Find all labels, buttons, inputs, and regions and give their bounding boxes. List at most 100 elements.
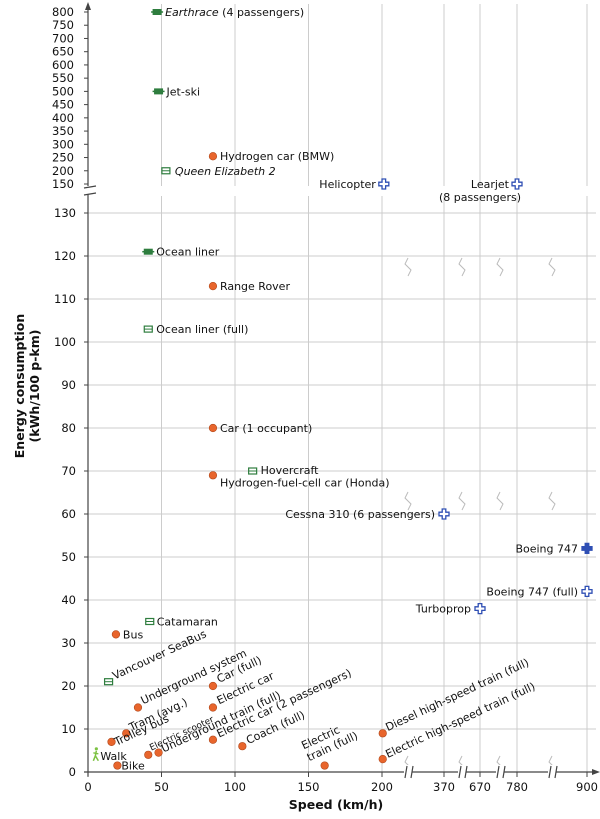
point-marker [154, 748, 163, 757]
point-label-main: Cessna 310 (6 passengers) [285, 508, 435, 521]
point-marker [208, 471, 218, 480]
point-label-main: Walk [100, 750, 127, 763]
point-label: Range Rover [220, 280, 291, 293]
y-tick-label: 60 [61, 507, 76, 521]
x-axis-break-gap [496, 765, 504, 777]
axis-break-mark [496, 491, 504, 511]
x-axis-break-mark [404, 765, 414, 779]
y-tick-label: 450 [52, 98, 74, 112]
point-marker [238, 742, 247, 751]
axis-break-mark [548, 257, 556, 277]
x-axis-break-gap [548, 765, 556, 777]
x-axis-break-gap [404, 765, 412, 777]
point-marker [581, 585, 593, 598]
grid-layer [88, 4, 596, 775]
y-axis-break-mark [83, 185, 97, 196]
point-label-main: Range Rover [220, 280, 291, 293]
point-label-main: Turboprop [415, 603, 471, 616]
x-axis-break-mark [548, 765, 558, 779]
point-label: Boeing 747 [515, 542, 578, 555]
point-marker [144, 750, 153, 759]
x-tick-label: 50 [154, 780, 169, 794]
point-marker [511, 178, 523, 190]
point-marker [111, 630, 121, 639]
y-tick-label: 100 [54, 335, 76, 349]
point-label-main: Ocean liner (full) [156, 323, 248, 336]
y-tick-label: 90 [61, 378, 76, 392]
point-marker [208, 735, 218, 744]
y-axis-title-line1: Energy consumption [12, 314, 27, 458]
point-marker [378, 178, 390, 190]
point-label: Turboprop [415, 603, 471, 616]
point-marker [208, 282, 218, 291]
point-label: Bike [121, 760, 145, 773]
y-tick-label: 130 [54, 206, 76, 220]
y-tick-label: 0 [69, 765, 76, 779]
data-points [92, 9, 593, 770]
point-label-line2: (8 passengers) [439, 191, 521, 204]
y-axis-title-line2: (kWh/100 p-km) [27, 330, 42, 443]
axis-break-mark [404, 491, 412, 511]
point-label-main: Helicopter [319, 178, 376, 191]
y-tick-label: 50 [61, 550, 76, 564]
point-label: Jet-ski [166, 85, 200, 98]
y-tick-label: 10 [61, 722, 76, 736]
point-marker [208, 703, 218, 712]
y-tick-label: 40 [61, 593, 76, 607]
y-tick-label: 110 [54, 292, 76, 306]
point-label: Hydrogen-fuel-cell car (Honda) [220, 476, 390, 489]
point-label: Hovercraft [261, 464, 320, 477]
x-tick-label: 200 [371, 780, 393, 794]
point-marker [133, 703, 143, 712]
x-axis-break-gap [458, 765, 466, 777]
y-tick-label: 800 [52, 5, 74, 19]
point-marker [208, 681, 218, 691]
point-label-main: Bus [123, 628, 144, 641]
point-label-main: Ocean liner [156, 246, 220, 259]
point-labels: Earthrace (4 passengers) Jet-ski Hydrogen … [100, 6, 578, 773]
point-marker [378, 754, 387, 764]
y-axis-title: Energy consumption (kWh/100 p-km) [12, 314, 42, 458]
x-tick-label: 900 [576, 780, 598, 794]
point-marker-walk [92, 750, 99, 762]
x-axis-break-mark [496, 765, 506, 779]
y-tick-label: 550 [52, 71, 74, 85]
point-marker [208, 423, 218, 433]
y-axis-arrow [85, 2, 91, 10]
point-label: Ocean liner [156, 246, 220, 259]
point-marker [113, 761, 122, 770]
point-label-main: Car (1 occupant) [220, 422, 312, 435]
point-label: Queen Elizabeth 2 [175, 165, 276, 178]
y-tick-label: 80 [61, 421, 76, 435]
point-label-main: Boeing 747 [515, 542, 578, 555]
point-marker [107, 737, 116, 747]
x-tick-label: 370 [433, 780, 455, 794]
axis-break-mark [458, 491, 466, 511]
x-axis-break-mark [458, 765, 468, 779]
axis-break-mark [548, 491, 556, 511]
point-label: Learjet (8 passengers) [439, 178, 521, 204]
point-label-main: Catamaran [157, 616, 218, 629]
point-label: Hydrogen car (BMW) [220, 150, 334, 163]
y-tick-label: 600 [52, 58, 74, 72]
point-label: Cessna 310 (6 passengers) [285, 508, 435, 521]
x-axis-arrow [592, 769, 600, 775]
point-label-main: Hydrogen car (BMW) [220, 150, 334, 163]
y-axis-break-gap [80, 186, 600, 194]
point-label: Catamaran [157, 616, 218, 629]
axis-break-mark [458, 257, 466, 277]
point-marker [208, 152, 218, 161]
x-tick-label: 150 [298, 780, 320, 794]
y-tick-label: 500 [52, 84, 74, 98]
x-axis-title: Speed (km/h) [289, 797, 383, 812]
point-label-main: Hydrogen-fuel-cell car (Honda) [220, 476, 390, 489]
y-tick-label: 250 [52, 151, 74, 165]
point-label-suffix: (4 passengers) [219, 6, 305, 19]
tick-labels: 0102030405060708090100110120130150200250… [52, 5, 598, 794]
axis-break-mark [404, 257, 412, 277]
y-tick-label: 650 [52, 45, 74, 59]
point-label-main: Hovercraft [261, 464, 320, 477]
y-tick-label: 200 [52, 164, 74, 178]
axes-layer [80, 2, 600, 779]
